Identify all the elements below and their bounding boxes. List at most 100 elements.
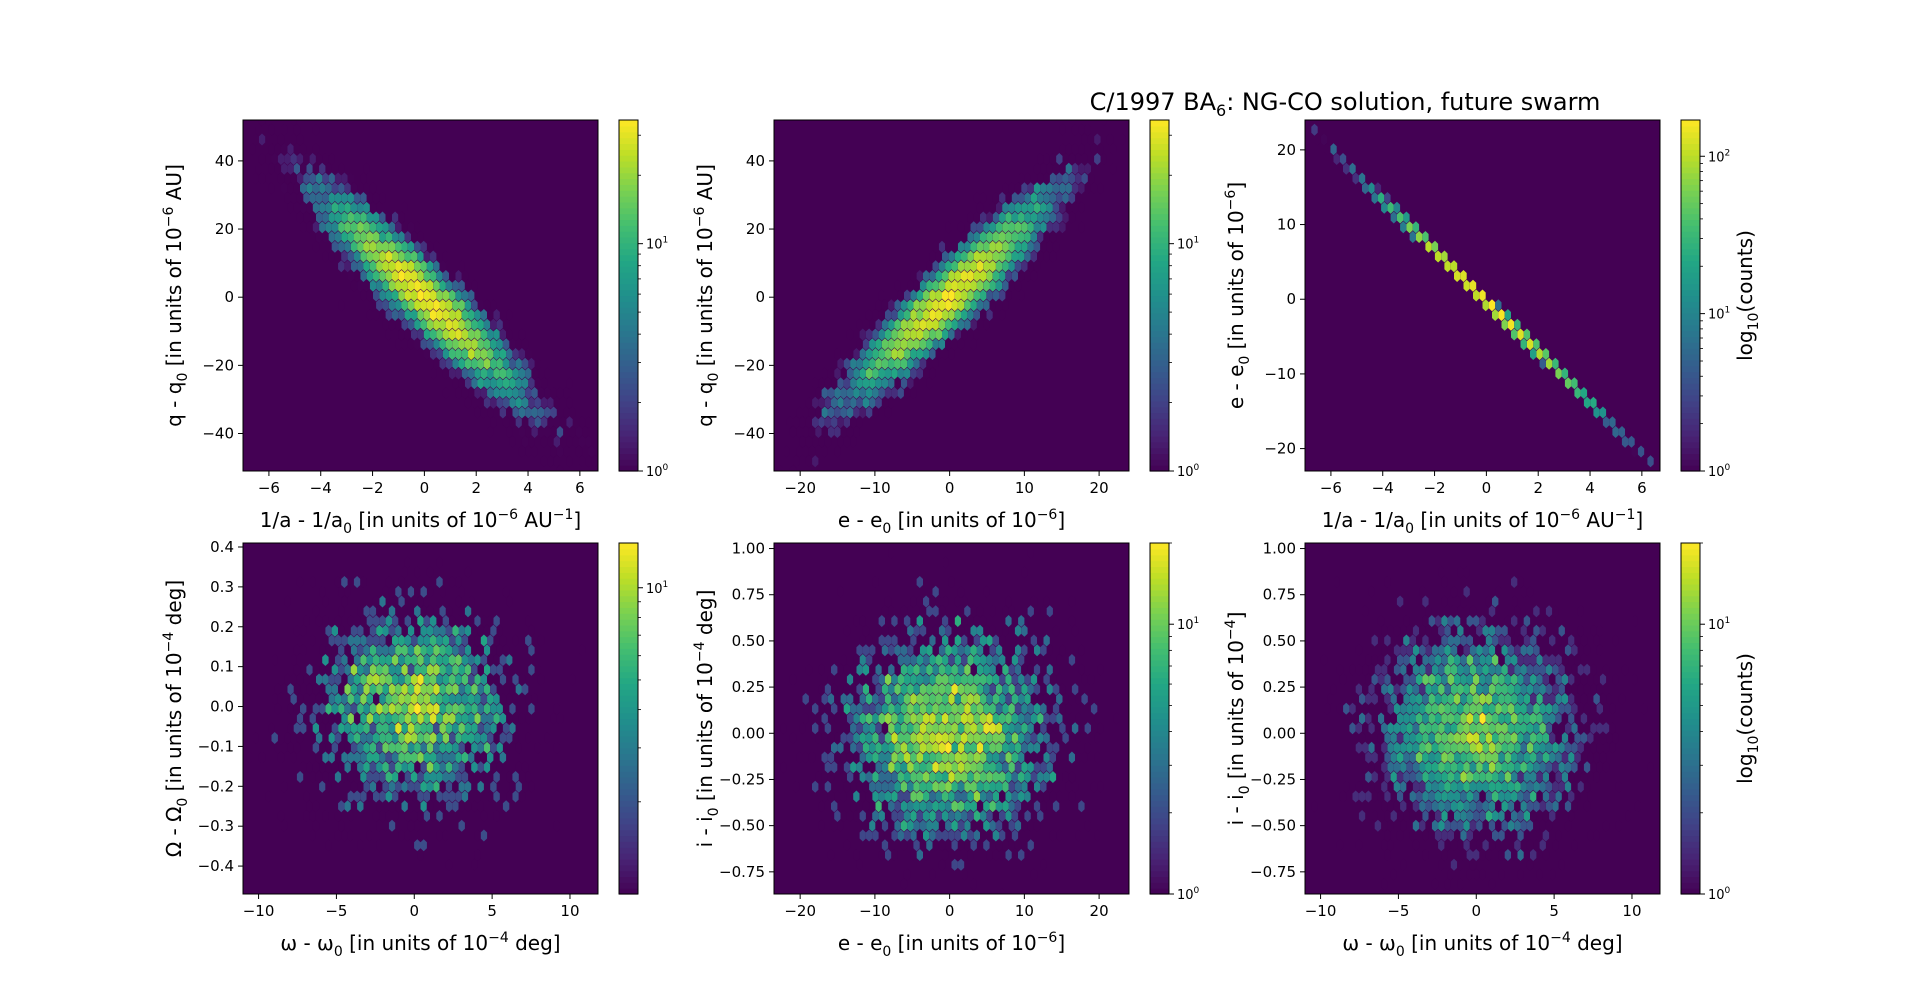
hex-bin (856, 663, 863, 676)
hex-bin (360, 732, 367, 744)
hex-bin (1040, 182, 1047, 195)
hex-bin (385, 654, 392, 666)
hex-bin (369, 201, 377, 214)
hex-bin (900, 605, 908, 618)
hex-bin (980, 790, 987, 803)
colorbar-segment (1681, 607, 1700, 614)
hex-bin (474, 367, 481, 380)
hex-bin (995, 240, 1003, 253)
hex-bin (521, 338, 529, 351)
hex-bin (1384, 732, 1391, 744)
hex-bin (464, 780, 472, 793)
colorbar-segment (1681, 283, 1700, 291)
hex-bin (268, 182, 275, 195)
hex-bin (983, 240, 990, 253)
hex-bin (401, 780, 408, 793)
hex-bin (1384, 810, 1391, 822)
hex-bin (521, 396, 529, 409)
hex-bin (436, 270, 443, 282)
hex-bin (1447, 712, 1454, 725)
hex-bin (869, 377, 876, 390)
hex-bin (338, 240, 345, 253)
hex-bin (420, 240, 427, 253)
x-axis-label: e - e0 [in units of 10−6] (838, 507, 1065, 537)
hex-bin (328, 172, 335, 185)
hex-bin (1320, 133, 1328, 146)
hex-bin (319, 162, 326, 175)
hex-bin (449, 634, 456, 647)
hex-bin (1438, 839, 1445, 852)
colorbar-segment (1150, 794, 1169, 801)
hex-bin (929, 771, 936, 783)
hex-bin (1599, 673, 1607, 686)
hex-bin (312, 143, 320, 156)
hex-bin (306, 182, 313, 195)
hex-bin (1571, 722, 1578, 735)
hex-bin (338, 644, 345, 657)
hex-bin (458, 644, 465, 657)
hex-bin (1536, 673, 1543, 686)
hex-bin (480, 309, 488, 321)
hex-bin (319, 644, 326, 657)
hex-bin (897, 673, 904, 686)
hex-bin (1040, 683, 1047, 696)
hex-bin (1027, 663, 1034, 676)
hex-bin (303, 153, 310, 165)
colorbar-segment (1150, 823, 1169, 831)
hex-bin (992, 289, 1000, 302)
hex-bin (923, 751, 930, 764)
hex-bin (983, 683, 990, 696)
hex-bin (1362, 182, 1369, 195)
hex-bin (932, 819, 939, 832)
hex-bin (834, 751, 841, 764)
hex-bin (888, 338, 895, 351)
x-tick-label: −6 (258, 479, 280, 497)
hex-bin (1517, 328, 1524, 341)
hex-bin (913, 318, 920, 331)
hex-bin (1412, 819, 1420, 832)
hex-bin (1549, 771, 1556, 783)
hex-bin (951, 839, 958, 852)
hex-bin (1008, 182, 1015, 195)
hex-bin (496, 741, 503, 754)
y-tick-label: −20 (733, 356, 765, 374)
hex-bin (1014, 201, 1022, 214)
hex-bin (515, 396, 522, 409)
hex-bin (407, 722, 415, 735)
hex-bin (923, 849, 930, 861)
hex-bin (1358, 732, 1366, 744)
colorbar-segment (1150, 730, 1169, 737)
hex-bin (1059, 722, 1066, 735)
hex-bin (417, 634, 424, 647)
hex-bin (910, 712, 917, 725)
hex-bin (1403, 654, 1410, 666)
hex-bin (1514, 800, 1521, 813)
hex-bin (392, 751, 399, 764)
hex-bin (1018, 192, 1025, 204)
hex-bin (970, 279, 977, 292)
hex-bin (923, 732, 930, 744)
hex-bin (1033, 819, 1041, 832)
hex-bin (986, 250, 993, 263)
hex-bin (1602, 722, 1610, 735)
colorbar-label: log10(counts) (1733, 230, 1762, 361)
colorbar-segment (1681, 794, 1700, 801)
hex-bin (1454, 732, 1461, 744)
hex-bin (964, 683, 971, 696)
hex-bin (875, 377, 882, 390)
colorbar-segment (1150, 554, 1169, 562)
hex-bin (929, 693, 936, 705)
hex-bin (464, 605, 472, 618)
hex-bin (363, 644, 370, 657)
hex-bin (834, 445, 841, 458)
colorbar-segment (1150, 301, 1169, 308)
hex-bin (544, 387, 551, 399)
hex-bin (325, 663, 332, 676)
hex-bin (455, 673, 462, 686)
hex-bin (942, 771, 949, 783)
hex-bin (293, 644, 301, 657)
hex-bin (1530, 634, 1537, 647)
hex-bin (303, 211, 310, 224)
hex-bin (1040, 702, 1047, 715)
